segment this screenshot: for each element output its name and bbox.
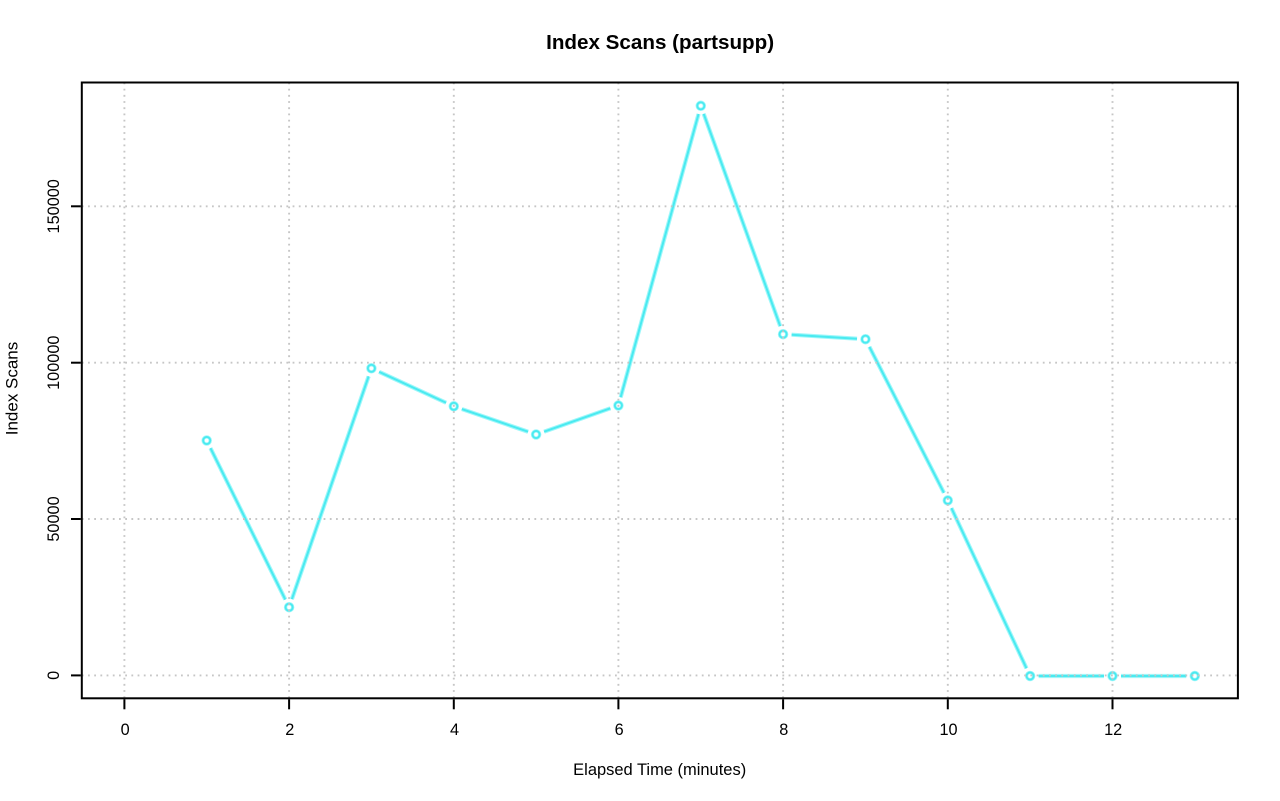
svg-text:100000: 100000 — [45, 336, 63, 390]
svg-text:50000: 50000 — [45, 496, 63, 541]
svg-text:Index Scans: Index Scans — [4, 342, 22, 436]
svg-text:150000: 150000 — [45, 179, 63, 233]
svg-text:0: 0 — [121, 721, 130, 739]
svg-text:Index Scans (partsupp): Index Scans (partsupp) — [546, 31, 774, 54]
svg-text:0: 0 — [45, 671, 63, 680]
svg-text:4: 4 — [450, 721, 459, 739]
svg-text:Elapsed Time (minutes): Elapsed Time (minutes) — [573, 761, 746, 779]
svg-text:12: 12 — [1104, 721, 1122, 739]
svg-text:8: 8 — [779, 721, 788, 739]
svg-text:10: 10 — [939, 721, 957, 739]
svg-text:6: 6 — [615, 721, 624, 739]
svg-text:2: 2 — [285, 721, 294, 739]
